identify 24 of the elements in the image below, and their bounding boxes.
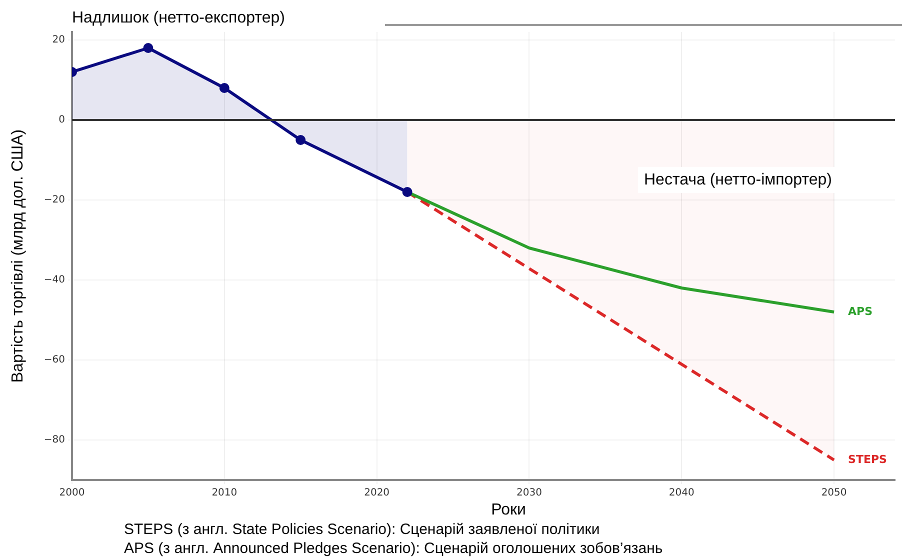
x-tick-label: 2040 (668, 488, 694, 499)
point (402, 187, 412, 197)
point (296, 135, 306, 145)
x-tick-label: 2000 (59, 488, 85, 499)
x-tick-label: 2020 (364, 488, 390, 499)
y-tick-label: −20 (44, 194, 65, 206)
y-tick-label: 20 (52, 34, 65, 46)
x-tick-label: 2050 (821, 488, 847, 499)
text: APS (з англ. Announced Pledges Scenario): Сценарій оголошених зобов’язань (124, 540, 663, 558)
x-tick-label: 2010 (212, 488, 238, 499)
x-axis-title: Роки (491, 501, 526, 518)
y-axis-title: Вартість торгівлі (млрд дол. США) (9, 129, 26, 383)
series-label: STEPS (848, 452, 888, 466)
text: Надлишок (нетто-експортер) (72, 9, 285, 26)
series-label: APS (848, 304, 873, 318)
point (143, 43, 154, 53)
y-tick-label: −40 (44, 274, 65, 286)
point (219, 83, 230, 93)
annotation: Нестача (нетто-імпортер) (644, 171, 832, 188)
y-tick-label: −80 (44, 434, 65, 446)
x-tick-label: 2030 (516, 488, 542, 499)
text: STEPS (з англ. State Policies Scenario): Сценарій заявленої політики (124, 521, 600, 538)
y-tick-label: 0 (58, 114, 65, 126)
y-tick-label: −60 (44, 354, 65, 366)
